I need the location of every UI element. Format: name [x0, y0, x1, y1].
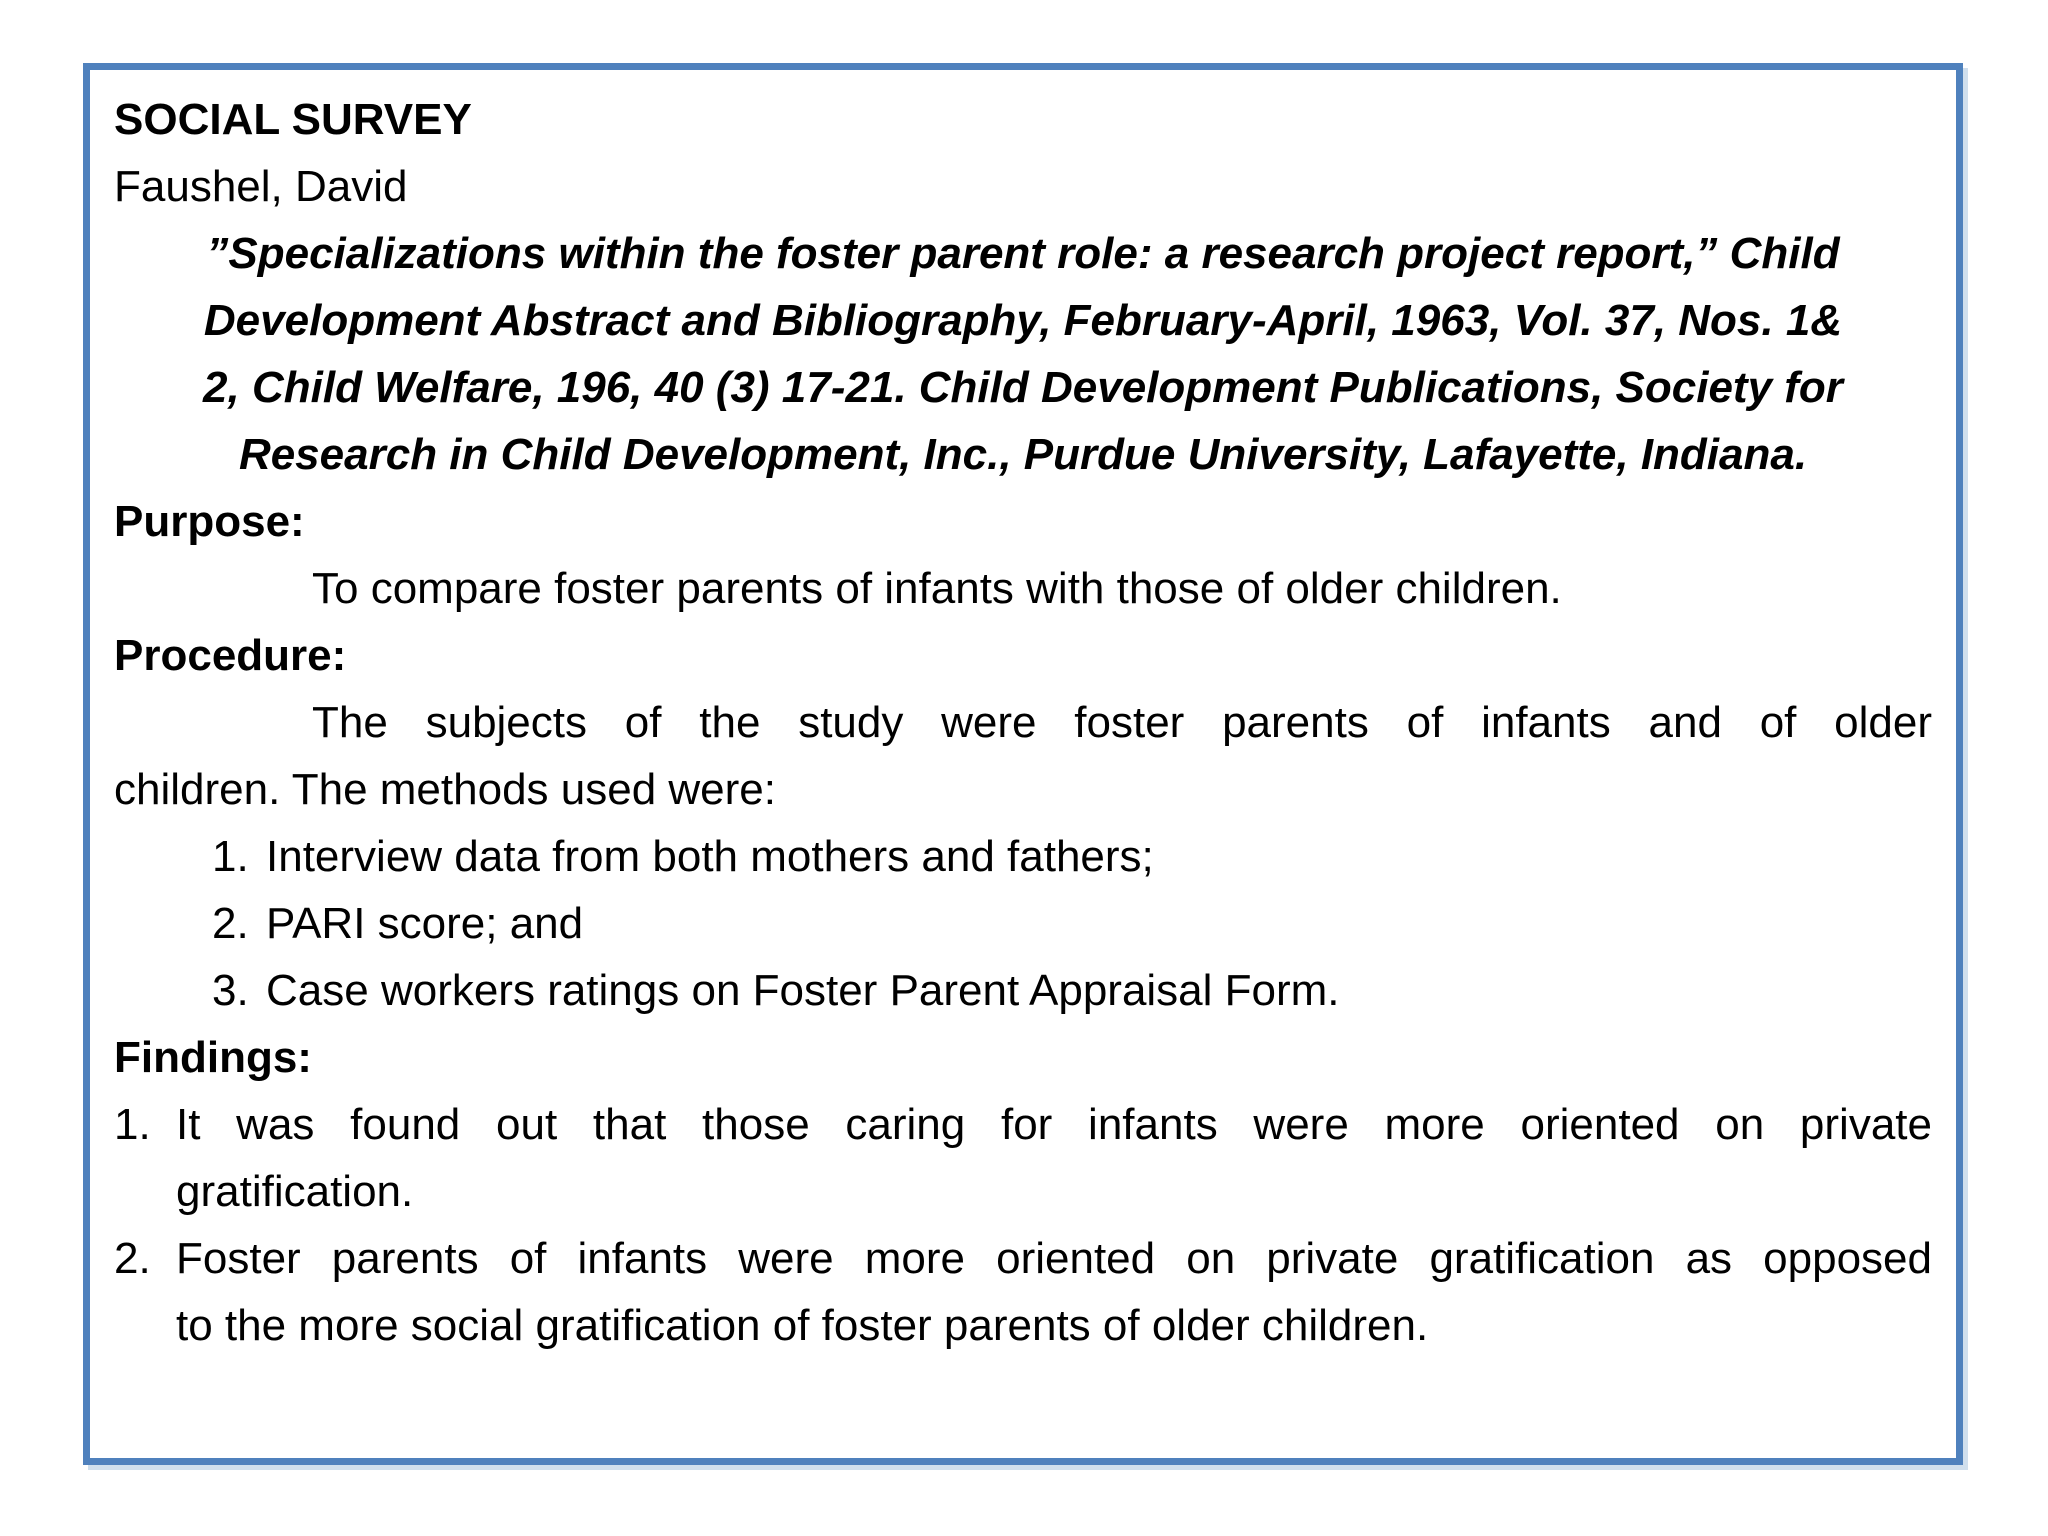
list-item: 1. Interview data from both mothers and …: [212, 823, 1932, 890]
citation-line: 2, Child Welfare, 196, 40 (3) 17-21. Chi…: [203, 363, 1843, 412]
list-item: 2. PARI score; and: [212, 890, 1932, 957]
list-item-number: 2.: [114, 1234, 151, 1283]
list-item-text: PARI score; and: [266, 899, 584, 948]
section-heading-procedure: Procedure:: [114, 631, 347, 680]
citation-line: ”Specializations within the foster paren…: [206, 229, 1840, 278]
document-title: SOCIAL SURVEY: [114, 95, 472, 144]
list-item: 2. Foster parents of infants were more o…: [114, 1225, 1932, 1359]
section-heading-findings: Findings:: [114, 1033, 312, 1082]
list-item-number: 3.: [212, 966, 249, 1015]
finding-line: It was found out that those caring for i…: [176, 1100, 1932, 1149]
author-line: Faushel, David: [114, 162, 408, 211]
finding-line: Foster parents of infants were more orie…: [176, 1234, 1932, 1283]
procedure-body-line: The subjects of the study were foster pa…: [312, 698, 1932, 747]
procedure-body-line: children. The methods used were:: [114, 765, 776, 814]
finding-line: gratification.: [176, 1167, 414, 1216]
list-item-text: Interview data from both mothers and fat…: [266, 832, 1154, 881]
list-item-number: 1.: [114, 1100, 151, 1149]
methods-list: 1. Interview data from both mothers and …: [212, 823, 1932, 1024]
finding-body: It was found out that those caring for i…: [176, 1091, 1932, 1225]
citation-line: Development Abstract and Bibliography, F…: [203, 296, 1843, 345]
list-item-number: 1.: [212, 832, 249, 881]
findings-list: 1. It was found out that those caring fo…: [114, 1091, 1932, 1359]
purpose-body: To compare foster parents of infants wit…: [312, 564, 1562, 613]
section-heading-purpose: Purpose:: [114, 497, 305, 546]
list-item-number: 2.: [212, 899, 249, 948]
list-item: 1. It was found out that those caring fo…: [114, 1091, 1932, 1225]
finding-line: to the more social gratification of fost…: [176, 1301, 1429, 1350]
list-item-text: Case workers ratings on Foster Parent Ap…: [266, 966, 1340, 1015]
citation-line: Research in Child Development, Inc., Pur…: [238, 430, 1808, 479]
list-item: 3. Case workers ratings on Foster Parent…: [212, 957, 1932, 1024]
document-frame: SOCIAL SURVEY Faushel, David ”Specializa…: [83, 63, 1963, 1465]
citation-block: ”Specializations within the foster paren…: [114, 220, 1932, 488]
finding-body: Foster parents of infants were more orie…: [176, 1225, 1932, 1359]
